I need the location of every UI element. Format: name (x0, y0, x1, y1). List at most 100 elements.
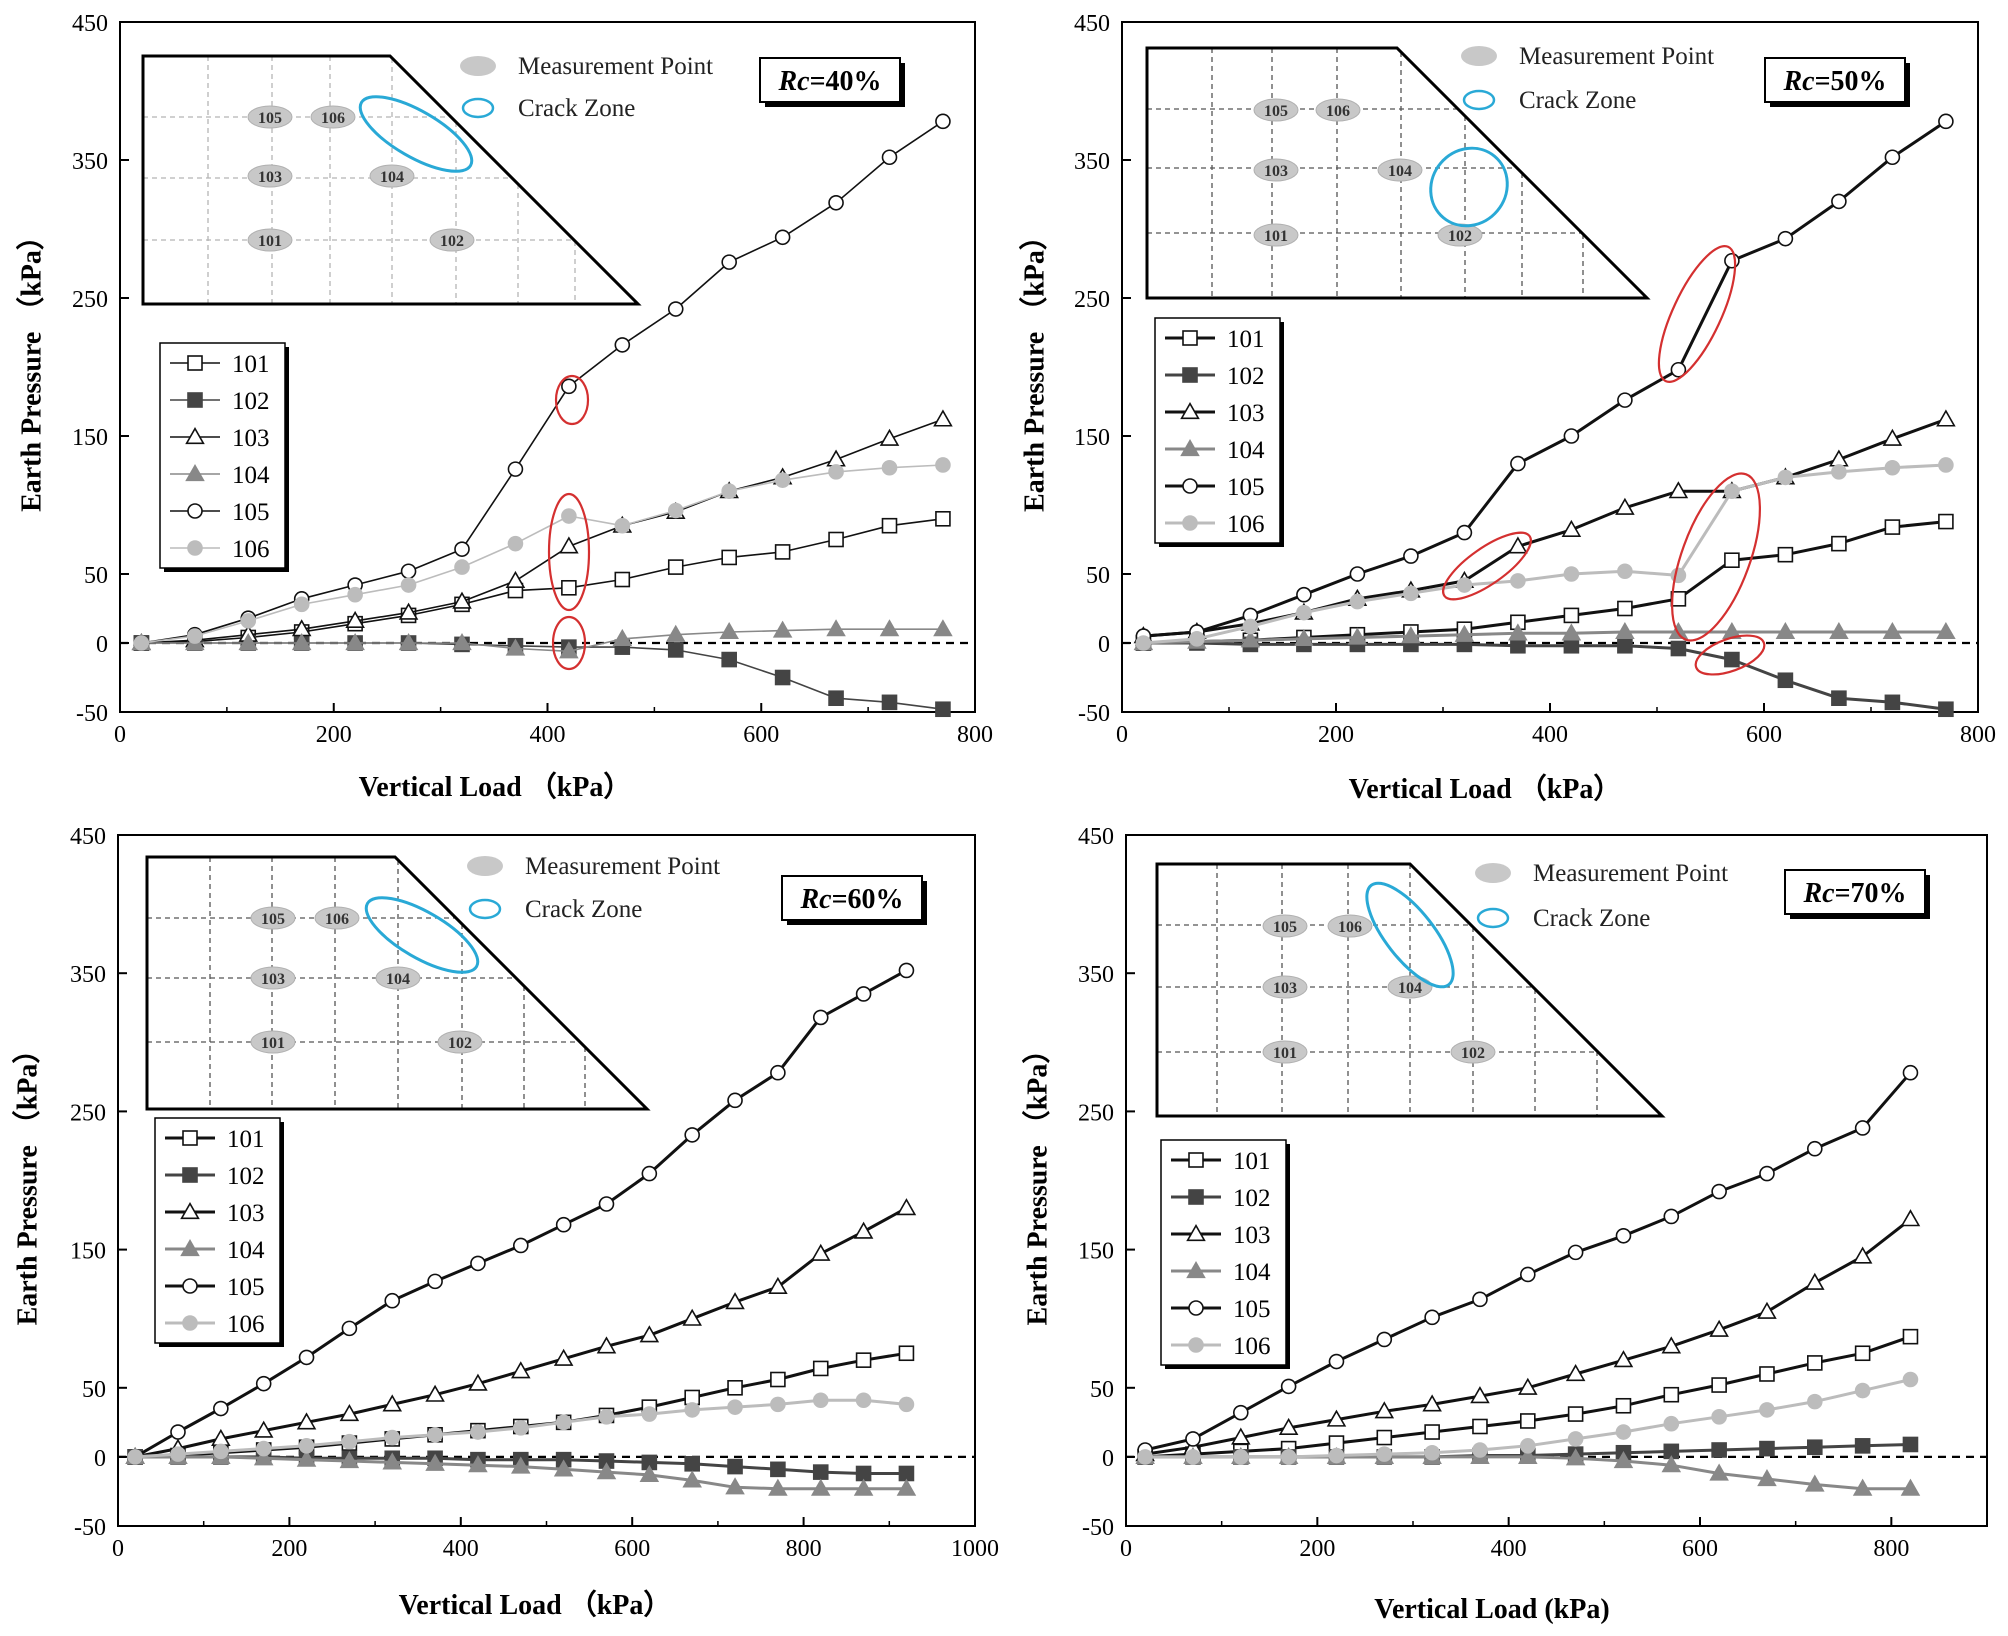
data-point-102 (684, 1456, 700, 1472)
measurement-point-label: 104 (386, 971, 410, 988)
data-point-101 (1472, 1418, 1488, 1435)
data-point-102 (1902, 1436, 1919, 1453)
data-point-104 (296, 1449, 317, 1467)
data-point-106 (1280, 1449, 1297, 1465)
data-point-102 (667, 642, 684, 658)
crack-zone-key (468, 898, 502, 920)
legend-box (154, 1117, 281, 1344)
legend-label: 104 (1227, 437, 1265, 464)
data-point-105 (1938, 113, 1954, 130)
data-point-106 (1711, 1409, 1727, 1425)
y-tick-label: 350 (70, 962, 106, 988)
data-point-105 (727, 1092, 743, 1109)
data-point-101 (1567, 1406, 1584, 1422)
series-line-101 (141, 518, 944, 644)
y-tick-label: 450 (72, 11, 108, 37)
x-tick-label: 400 (530, 722, 566, 748)
data-point-101 (1854, 1345, 1871, 1362)
measurement-point-label: 103 (258, 169, 282, 186)
legend-box (1154, 317, 1281, 544)
data-point-104 (612, 628, 633, 646)
legend-label: 106 (232, 536, 270, 563)
data-point-105 (684, 1127, 700, 1143)
legend-marker-106 (182, 1315, 198, 1331)
data-point-102 (1563, 637, 1580, 654)
legend-marker-103 (185, 426, 205, 445)
data-point-104 (238, 632, 259, 651)
measurement-point-label: 102 (440, 233, 464, 250)
series-legend: 101 102 103 104 105 106 (1160, 1139, 1290, 1369)
data-point-101 (1376, 1429, 1393, 1446)
crack-zone-text: Crack Zone (518, 95, 635, 122)
data-point-103 (505, 570, 526, 589)
data-point-106 (470, 1424, 486, 1440)
data-point-106 (1777, 469, 1794, 486)
data-point-104 (425, 1453, 445, 1471)
legend-marker-102 (182, 1167, 198, 1183)
x-tick-label: 1000 (951, 1536, 999, 1562)
data-point-102 (1711, 1442, 1727, 1458)
data-point-101 (721, 549, 737, 566)
data-point-105 (1831, 193, 1847, 210)
data-point-101 (667, 559, 684, 575)
data-point-105 (1777, 230, 1794, 247)
legend-marker-101 (1182, 330, 1198, 346)
crack-zone-ellipse (364, 896, 480, 974)
data-point-103 (1508, 536, 1528, 554)
data-point-101 (1617, 600, 1633, 617)
data-point-105 (641, 1165, 658, 1182)
data-point-106 (1902, 1371, 1919, 1388)
data-point-106 (384, 1429, 401, 1446)
series-legend: 101 102 103 104 105 106 (1154, 317, 1284, 547)
crack-zone-text: Crack Zone (1533, 905, 1650, 932)
data-point-106 (1567, 1431, 1584, 1447)
series-102 (1135, 635, 1954, 718)
data-point-103 (933, 409, 953, 427)
measurement-point-label: 104 (1398, 980, 1422, 997)
series-105 (127, 962, 915, 1465)
data-point-105 (1510, 455, 1526, 472)
data-point-104 (1294, 628, 1314, 646)
series-line-106 (1143, 463, 1946, 645)
data-point-103 (1936, 409, 1956, 427)
data-point-102 (727, 1458, 743, 1475)
data-point-103 (553, 1348, 574, 1366)
data-point-106 (1938, 457, 1954, 473)
data-point-101 (614, 571, 631, 588)
y-tick-label: 0 (96, 632, 108, 658)
inset-outline (1145, 46, 1651, 300)
series-106 (1137, 1371, 1919, 1465)
y-tick-label: -50 (1082, 1515, 1114, 1541)
data-point-106 (1403, 585, 1419, 602)
chart-title: Rc=50% (1782, 66, 1886, 97)
data-point-106 (1185, 1449, 1201, 1465)
y-tick-label: 250 (1074, 287, 1110, 313)
y-tick-label: 50 (82, 1377, 106, 1403)
data-point-106 (555, 1414, 572, 1431)
data-point-106 (1724, 483, 1740, 500)
legend-marker-105 (1182, 478, 1198, 494)
data-point-105 (1807, 1140, 1823, 1157)
series-105 (133, 113, 951, 651)
x-axis-label: Vertical Load （kPa） (1349, 772, 1622, 805)
title-box (1764, 57, 1906, 103)
data-point-104 (1668, 621, 1689, 640)
measurement-point-bubble (375, 966, 421, 990)
data-point-105 (935, 113, 951, 130)
data-point-102 (1759, 1440, 1775, 1457)
series-105 (1135, 113, 1954, 644)
data-point-105 (614, 337, 631, 353)
data-point-103 (1374, 1401, 1395, 1419)
data-point-104 (291, 632, 312, 651)
y-tick-label: 350 (1078, 962, 1114, 988)
x-tick-label: 200 (1299, 1536, 1335, 1562)
inset-outline (145, 855, 651, 1111)
inset-schematic: 105 106 103 104 101 102 (1145, 46, 1651, 300)
data-point-104 (853, 1478, 874, 1496)
data-point-104 (1757, 1468, 1777, 1487)
x-tick-label: 800 (1960, 722, 1996, 748)
data-point-106 (400, 577, 417, 593)
legend-label: 102 (1233, 1185, 1271, 1212)
measurement-point-text: Measurement Point (525, 853, 720, 880)
legend-marker-103 (1180, 401, 1200, 420)
